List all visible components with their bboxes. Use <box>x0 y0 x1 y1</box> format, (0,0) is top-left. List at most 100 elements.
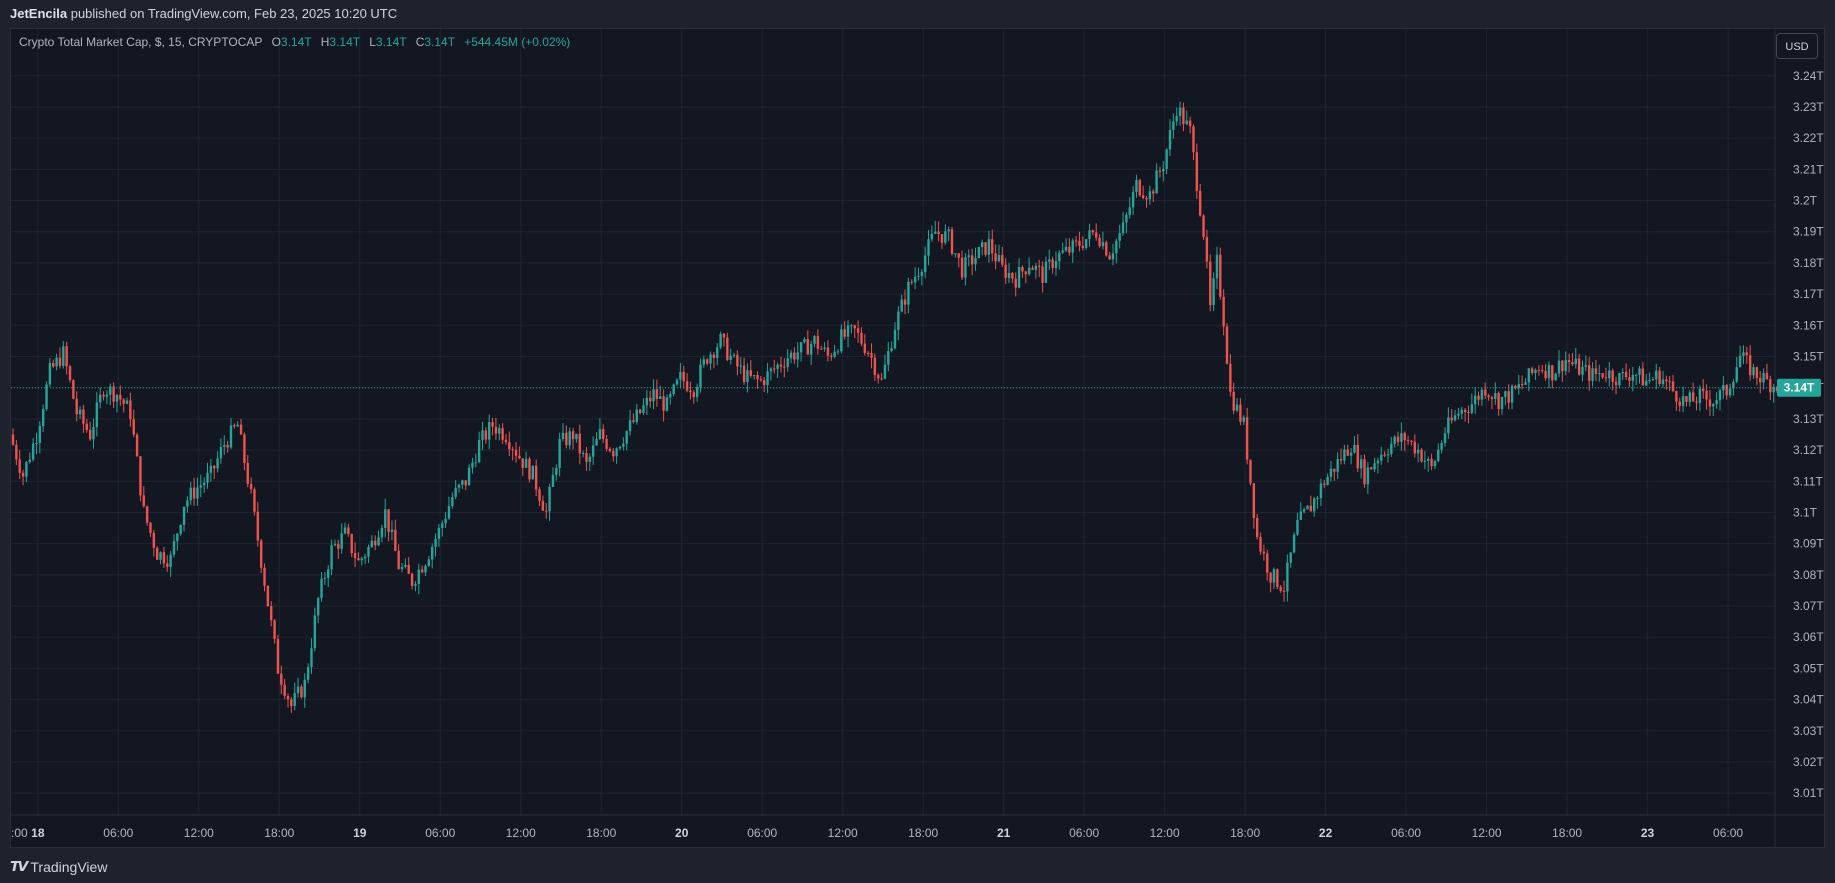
candle-body <box>1115 240 1118 254</box>
candle-body <box>555 467 558 476</box>
candle-body <box>471 462 474 468</box>
candle-body <box>1309 505 1313 512</box>
time-tick-label: 12:00 <box>506 826 536 840</box>
candle-body <box>256 511 260 541</box>
tradingview-logo[interactable]: 𝙏𝙑 TradingView <box>10 858 107 875</box>
candle-body <box>357 558 360 561</box>
candle-body <box>1510 386 1514 403</box>
candle-body <box>427 559 431 566</box>
candle-body <box>806 339 810 355</box>
candle-body <box>1614 381 1618 386</box>
candle-body <box>1728 388 1732 396</box>
candle-body <box>1591 368 1594 381</box>
candle-body <box>441 523 444 528</box>
candle-body <box>1494 393 1497 400</box>
candle-body <box>1406 440 1410 442</box>
candle-body <box>1219 254 1222 297</box>
candle-body <box>135 434 139 457</box>
candle-body <box>642 405 645 413</box>
candle-body <box>1772 386 1775 393</box>
candle-body <box>1530 368 1534 374</box>
candle-body <box>75 398 78 415</box>
price-tick-label: 3.11T <box>1793 474 1823 488</box>
candle-body <box>350 534 353 554</box>
candle-body <box>689 390 692 393</box>
candle-body <box>1165 149 1168 169</box>
candle-body <box>766 371 769 386</box>
candlestick-chart[interactable]: 3.01T 3.02T 3.03T 3.04T 3.05T 3.06T 3.07T 3.08T… <box>11 29 1824 847</box>
candle-body <box>628 420 632 432</box>
candle-body <box>176 533 179 542</box>
candle-body <box>15 444 18 460</box>
time-tick-label: 06:00 <box>1069 826 1099 840</box>
candle-body <box>270 606 273 621</box>
candle-body <box>179 524 182 534</box>
candle-body <box>820 348 823 350</box>
candle-body <box>1738 355 1742 368</box>
candle-body <box>1262 551 1266 554</box>
candle-body <box>360 558 363 561</box>
candle-body <box>1443 433 1447 444</box>
candle-body <box>883 364 887 379</box>
candle-body <box>1108 255 1111 260</box>
time-tick-label: 12:00 <box>828 826 858 840</box>
candle-body <box>45 384 48 410</box>
candle-body <box>1537 369 1541 371</box>
candle-body <box>860 332 863 344</box>
candle-body <box>1205 236 1209 262</box>
price-tick-label: 3.09T <box>1793 537 1824 551</box>
time-tick-label: 18:00 <box>586 826 616 840</box>
candle-body <box>330 545 333 570</box>
candle-body <box>1380 454 1383 461</box>
candle-body <box>665 397 669 411</box>
author-name[interactable]: JetEncila <box>10 6 68 21</box>
candle-body <box>934 231 937 234</box>
candle-body <box>1661 379 1665 385</box>
symbol-title[interactable]: Crypto Total Market Cap, $, 15, CRYPTOCA… <box>19 35 263 49</box>
candle-body <box>129 400 132 420</box>
candle-body <box>192 487 196 499</box>
ohlc-legend: Crypto Total Market Cap, $, 15, CRYPTOCA… <box>19 35 570 49</box>
currency-button[interactable]: USD <box>1776 33 1818 59</box>
candle-body <box>1024 271 1027 275</box>
candle-body <box>1577 358 1581 375</box>
candle-body <box>769 368 773 372</box>
candle-body <box>1175 116 1178 122</box>
candle-body <box>1594 368 1598 374</box>
candle-body <box>477 440 481 463</box>
candle-body <box>166 563 169 567</box>
candle-body <box>1071 240 1074 253</box>
tradingview-logo-icon: 𝙏𝙑 <box>10 858 28 874</box>
candle-body <box>1333 468 1336 472</box>
candle-body <box>1292 534 1296 553</box>
candle-body <box>1487 395 1490 398</box>
candle-body <box>132 419 135 435</box>
candle-body <box>1276 569 1279 587</box>
candle-body <box>1370 467 1373 470</box>
candle-body <box>363 556 367 559</box>
candle-body <box>1655 370 1658 380</box>
time-tick-label: 06:00 <box>1391 826 1421 840</box>
candle-body <box>551 475 555 487</box>
candle-body <box>1477 395 1480 400</box>
candle-body <box>387 509 390 532</box>
candle-body <box>991 239 994 254</box>
candle-body <box>548 486 551 512</box>
candle-body <box>1222 296 1225 327</box>
candle-body <box>638 409 642 413</box>
candle-body <box>1235 404 1239 411</box>
candle-body <box>1517 384 1520 389</box>
chart-panel[interactable]: 3.01T 3.02T 3.03T 3.04T 3.05T 3.06T 3.07T 3.08T… <box>10 28 1825 848</box>
candle-body <box>65 346 68 367</box>
candle-body <box>763 380 766 386</box>
candle-body <box>72 380 75 399</box>
candle-body <box>347 527 350 535</box>
candle-body <box>558 438 561 468</box>
candle-body <box>236 424 239 427</box>
candle-body <box>645 397 649 406</box>
candle-body <box>1061 250 1064 253</box>
publish-info: published on TradingView.com, Feb 23, 20… <box>70 6 398 21</box>
candle-body <box>139 456 142 496</box>
open-value: 3.14T <box>280 35 312 49</box>
candle-body <box>1547 365 1551 379</box>
